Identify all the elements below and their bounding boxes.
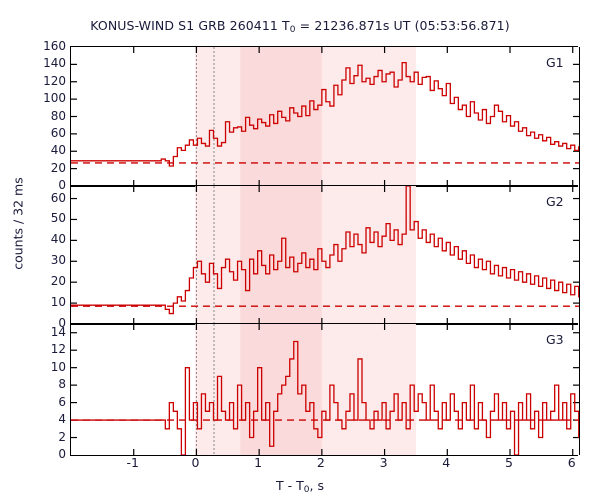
panel-canvas-g2: [71, 186, 579, 324]
panel-label-g2: G2: [546, 194, 564, 209]
y-tick-label: 14: [50, 324, 66, 339]
panel-frame-bottom-g3: [70, 455, 578, 457]
chart-title: KONUS-WIND S1 GRB 260411 T0 = 21236.871s…: [0, 18, 600, 35]
panel-label-g3: G3: [546, 332, 564, 347]
x-tick-label: 1: [254, 455, 263, 470]
chart-title-rest: = 21236.871s UT (05:53:56.871): [295, 18, 510, 33]
y-tick-label: 8: [58, 377, 66, 392]
y-tick-label: 20: [50, 274, 66, 289]
x-axis-label-main: T - T: [276, 478, 304, 493]
y-tick-label: 4: [58, 412, 66, 427]
x-tick-label: -1: [126, 455, 139, 470]
y-tick-label: 0: [58, 447, 66, 461]
y-tick-label: 80: [50, 108, 66, 123]
y-axis-label: counts / 32 ms: [10, 177, 26, 270]
y-tick-label: 40: [50, 143, 66, 158]
y-tick-label: 160: [43, 39, 66, 53]
panel-label-g1: G1: [546, 55, 564, 70]
y-tick-label: 20: [50, 160, 66, 175]
x-tick-label: 5: [505, 455, 513, 470]
light-curve-g2: [71, 186, 579, 315]
x-axis-label: T - T0, s: [0, 478, 600, 495]
y-tick-label: 140: [43, 56, 66, 71]
light-curve-g1: [71, 61, 579, 167]
y-tick-label: 6: [58, 394, 66, 409]
y-tick-label: 0: [58, 316, 66, 330]
x-axis-label-sub: 0: [303, 485, 310, 495]
panel-frame-top-g2: [70, 184, 578, 186]
y-tick-label: 0: [58, 178, 66, 192]
y-tick-label: 10: [50, 359, 66, 374]
y-tick-label: 40: [50, 232, 66, 247]
chart-title-main: KONUS-WIND S1 GRB 260411 T: [90, 18, 290, 33]
x-tick-label: 4: [442, 455, 451, 470]
x-tick-label: 2: [316, 455, 325, 470]
y-tick-label: 60: [50, 190, 66, 205]
x-axis-label-rest: , s: [309, 478, 324, 493]
y-tick-label: 100: [43, 91, 66, 106]
x-tick-label: 3: [379, 455, 388, 470]
panel-g2: [70, 186, 580, 324]
chart-title-sub: 0: [289, 25, 296, 35]
x-tick-label: 6: [567, 455, 576, 470]
y-tick-label: 50: [50, 211, 66, 226]
y-tick-label: 10: [50, 295, 66, 310]
panel-frame-top-g3: [70, 322, 578, 324]
y-tick-label: 60: [50, 125, 66, 140]
panel-g3: [70, 324, 580, 455]
x-tick-label: 0: [191, 455, 200, 470]
panel-canvas-g3: [71, 324, 579, 455]
y-tick-label: 12: [50, 342, 66, 357]
light-curve-g3: [71, 340, 579, 455]
y-tick-label: 120: [43, 73, 66, 88]
panel-canvas-g1: [71, 47, 579, 186]
panel-frame-top-g1: [70, 45, 578, 47]
y-tick-label: 2: [58, 429, 66, 444]
y-tick-label: 30: [50, 253, 66, 268]
panel-g1: [70, 47, 580, 186]
